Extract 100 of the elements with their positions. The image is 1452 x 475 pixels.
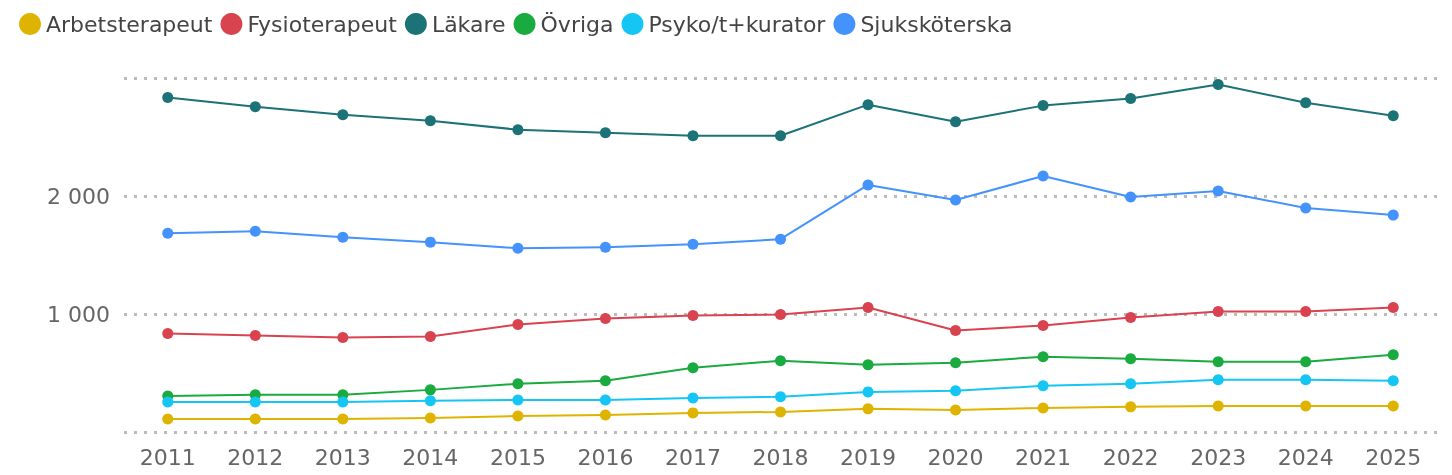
legend-label: Psyko/t+kurator — [648, 11, 827, 37]
point — [1387, 349, 1399, 361]
point — [249, 413, 261, 425]
x-tick-label: 2025 — [1365, 444, 1422, 470]
point — [512, 242, 524, 254]
x-tick-label: 2011 — [139, 444, 196, 470]
point — [1387, 375, 1399, 387]
point — [687, 310, 699, 322]
x-tick-label: 2016 — [577, 444, 634, 470]
point — [249, 396, 261, 408]
point — [687, 392, 699, 404]
point — [1212, 356, 1224, 368]
point — [1037, 100, 1049, 112]
point — [512, 394, 524, 406]
point — [599, 375, 611, 387]
point — [424, 236, 436, 248]
point — [775, 406, 786, 418]
point — [337, 396, 349, 408]
point — [687, 238, 699, 250]
x-tick-label: 2021 — [1015, 444, 1072, 470]
point — [775, 130, 786, 142]
y-tick-label: 2 000 — [47, 183, 110, 209]
x-tick-label: 2017 — [664, 444, 721, 470]
point — [775, 355, 786, 367]
point — [1387, 302, 1399, 314]
point — [862, 386, 874, 398]
point — [775, 391, 786, 403]
point — [862, 99, 874, 111]
point — [1300, 356, 1312, 368]
point — [1300, 97, 1312, 109]
point — [1037, 170, 1049, 182]
x-tick-label: 2019 — [840, 444, 897, 470]
point — [862, 403, 874, 415]
point — [950, 325, 962, 337]
x-tick-label: 2018 — [752, 444, 809, 470]
x-tick-label: 2014 — [402, 444, 459, 470]
point — [599, 312, 611, 324]
legend-label: Arbetsterapeut — [46, 11, 213, 37]
point — [687, 130, 699, 142]
point — [950, 385, 962, 397]
point — [1387, 209, 1399, 221]
point — [337, 231, 349, 243]
point — [687, 407, 699, 419]
point — [512, 410, 524, 422]
point — [1212, 78, 1224, 90]
point — [512, 319, 524, 330]
point — [162, 413, 174, 425]
point — [1300, 306, 1312, 318]
point — [599, 394, 611, 406]
point — [1037, 320, 1049, 332]
point — [1387, 400, 1399, 412]
point — [687, 362, 699, 374]
point — [162, 396, 174, 408]
point — [775, 308, 786, 320]
point — [1300, 202, 1312, 214]
point — [1125, 378, 1137, 390]
x-tick-label: 2012 — [227, 444, 284, 470]
point — [1387, 110, 1399, 122]
legend-label: Fysioterapeut — [247, 11, 398, 37]
point — [337, 109, 349, 121]
point — [1300, 400, 1312, 412]
point — [599, 241, 611, 253]
point — [1125, 93, 1137, 105]
x-tick-label: 2020 — [927, 444, 984, 470]
point — [1125, 353, 1137, 365]
point — [424, 395, 436, 407]
point — [950, 404, 962, 416]
point — [512, 378, 524, 390]
y-tick-label: 1 000 — [47, 301, 110, 327]
point — [950, 357, 962, 369]
x-tick-label: 2022 — [1102, 444, 1159, 470]
point — [862, 179, 874, 191]
point — [424, 115, 436, 127]
point — [162, 328, 174, 340]
point — [337, 413, 349, 425]
x-tick-label: 2024 — [1277, 444, 1334, 470]
point — [599, 127, 611, 139]
point — [1125, 312, 1137, 324]
point — [424, 412, 436, 424]
legend-label: Övriga — [540, 11, 614, 37]
point — [775, 233, 786, 245]
point — [249, 225, 261, 237]
point — [1037, 351, 1049, 363]
point — [862, 359, 874, 371]
point — [249, 101, 261, 113]
point — [599, 409, 611, 421]
point — [1125, 191, 1137, 203]
point — [950, 194, 962, 206]
point — [424, 384, 436, 396]
point — [249, 330, 261, 342]
x-tick-label: 2023 — [1190, 444, 1247, 470]
point — [1037, 380, 1049, 392]
point — [162, 227, 174, 239]
point — [1037, 402, 1049, 414]
point — [1212, 306, 1224, 318]
point — [1125, 401, 1137, 413]
x-tick-label: 2013 — [314, 444, 371, 470]
x-tick-label: 2015 — [489, 444, 546, 470]
point — [424, 331, 436, 343]
point — [862, 302, 874, 314]
